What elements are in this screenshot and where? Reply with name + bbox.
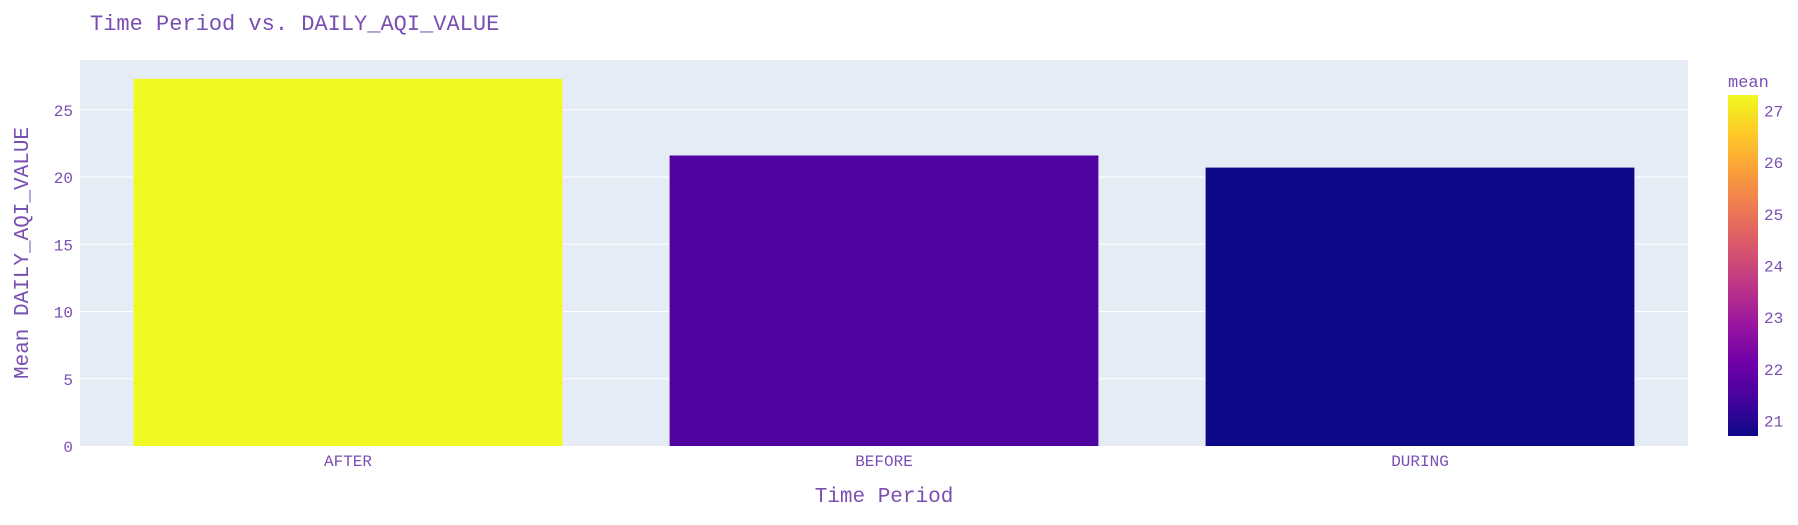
colorbar-tick-label: 22 — [1764, 362, 1783, 380]
chart-title: Time Period vs. DAILY_AQI_VALUE — [90, 12, 499, 37]
y-axis-ticks: 0 5 10 15 20 25 — [54, 103, 73, 457]
bar-after — [133, 78, 563, 446]
colorbar — [1728, 95, 1758, 436]
colorbar-title: mean — [1728, 74, 1769, 93]
y-tick-label: 10 — [54, 305, 73, 323]
x-axis-ticks: AFTER BEFORE DURING — [324, 453, 1449, 471]
y-axis-label: Mean DAILY_AQI_VALUE — [12, 127, 35, 379]
colorbar-tick-label: 24 — [1764, 259, 1783, 277]
y-tick-label: 5 — [63, 372, 73, 390]
x-tick-label: AFTER — [324, 453, 372, 471]
colorbar-tick-label: 27 — [1764, 104, 1783, 122]
x-tick-label: BEFORE — [855, 453, 913, 471]
colorbar-tick-label: 26 — [1764, 155, 1783, 173]
colorbar-tick-label: 23 — [1764, 310, 1783, 328]
x-tick-label: DURING — [1391, 453, 1449, 471]
y-tick-label: 25 — [54, 103, 73, 121]
bars — [133, 78, 1635, 447]
colorbar-tick-label: 21 — [1764, 414, 1783, 432]
y-tick-label: 15 — [54, 237, 73, 255]
colorbar-ticks: 21 22 23 24 25 26 27 — [1764, 104, 1783, 432]
x-axis-label: Time Period — [815, 486, 954, 509]
y-tick-label: 20 — [54, 170, 73, 188]
y-tick-label: 0 — [63, 439, 73, 457]
colorbar-tick-label: 25 — [1764, 207, 1783, 225]
bar-before — [669, 155, 1099, 447]
bar-during — [1205, 167, 1635, 446]
